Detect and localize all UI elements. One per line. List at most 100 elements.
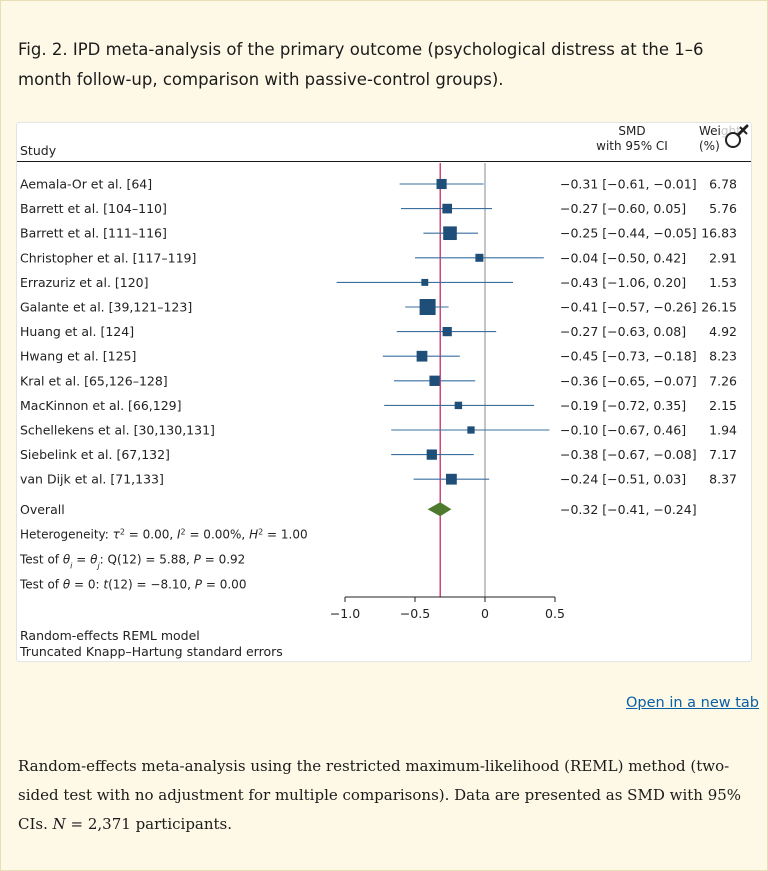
study-ci-value: −0.41 [−0.57, −0.26]: [560, 300, 697, 315]
study-ci-value: −0.25 [−0.44, −0.05]: [560, 226, 697, 241]
study-weight: 5.76: [709, 201, 737, 216]
test-equal-q: : Q(12) = 5.88,: [100, 552, 194, 566]
footnote-n-value: = 2,371 participants.: [65, 815, 233, 833]
test-equal-prefix: Test of: [19, 552, 63, 566]
study-label: Schellekens et al. [30,130,131]: [20, 423, 215, 438]
study-marker: [421, 278, 429, 286]
study-marker: [443, 226, 457, 241]
study-weight: 4.92: [709, 324, 737, 339]
model-note-1: Random-effects REML model: [20, 628, 200, 643]
study-label: Barrett et al. [111–116]: [20, 226, 167, 241]
open-in-new-tab-link[interactable]: Open in a new tab: [626, 695, 760, 711]
study-ci-value: −0.10 [−0.67, 0.46]: [560, 423, 686, 438]
study-label: Hwang et al. [125]: [20, 349, 136, 364]
study-marker: [446, 473, 457, 485]
study-weight: 7.17: [709, 447, 737, 462]
test-zero-middle: = 0:: [70, 577, 103, 591]
t-symbol: t: [103, 577, 109, 591]
test-equal-theta-j: θ: [90, 552, 98, 566]
model-note-2: Truncated Knapp–Hartung standard errors: [19, 644, 283, 659]
study-marker: [442, 326, 452, 337]
study-label: Galante et al. [39,121–123]: [20, 300, 192, 315]
figure-footnote: Random-effects meta-analysis using the r…: [18, 752, 756, 839]
test-zero-text: Test of θ = 0: t(12) = −8.10, P = 0.00: [19, 577, 246, 591]
study-ci-value: −0.45 [−0.73, −0.18]: [560, 349, 697, 364]
study-ci-value: −0.36 [−0.65, −0.07]: [560, 373, 697, 388]
study-ci-value: −0.27 [−0.63, 0.08]: [560, 324, 686, 339]
header-study: Study: [20, 143, 57, 158]
overall-label: Overall: [20, 502, 65, 517]
header-weight-line2: (%): [699, 139, 720, 153]
study-ci-value: −0.27 [−0.60, 0.05]: [560, 201, 686, 216]
study-marker: [416, 350, 428, 362]
study-label: Siebelink et al. [67,132]: [20, 447, 170, 462]
study-weight: 8.37: [709, 472, 737, 487]
study-weight: 2.15: [709, 398, 737, 413]
study-weight: 8.23: [709, 349, 737, 364]
study-label: van Dijk et al. [71,133]: [20, 472, 164, 487]
het-tau: τ: [113, 527, 121, 541]
study-ci-value: −0.19 [−0.72, 0.35]: [560, 398, 686, 413]
het-tau-sup: 2: [120, 527, 125, 536]
het-i-value: = 0.00%,: [186, 527, 249, 541]
footnote-n-symbol: N: [52, 815, 66, 833]
study-ci-value: −0.04 [−0.50, 0.42]: [560, 250, 686, 265]
overall-diamond: [427, 502, 452, 517]
test-equal-p-value: = 0.92: [201, 552, 245, 566]
study-label: MacKinnon et al. [66,129]: [20, 398, 182, 413]
header-smd-line2: with 95% CI: [596, 139, 668, 153]
study-weight: 16.83: [701, 226, 737, 241]
test-zero-p: P: [195, 577, 203, 591]
het-h-sup: 2: [258, 527, 263, 536]
study-ci-value: −0.24 [−0.51, 0.03]: [560, 472, 686, 487]
header-smd: SMD with 95% CI: [577, 124, 687, 154]
test-zero-t: (12) = −8.10,: [108, 577, 195, 591]
x-tick-label: −0.5: [400, 606, 430, 621]
figure-caption: Fig. 2. IPD meta-analysis of the primary…: [18, 40, 704, 89]
study-label: Errazuriz et al. [120]: [20, 275, 149, 290]
test-equal-eq: =: [72, 552, 90, 566]
het-h: H: [249, 527, 258, 541]
zoom-button[interactable]: [720, 123, 750, 153]
header-smd-line1: SMD: [618, 124, 646, 138]
test-zero-theta: θ: [63, 577, 71, 591]
study-marker: [426, 449, 437, 460]
study-weight: 26.15: [701, 300, 737, 315]
study-marker: [419, 299, 436, 315]
x-tick-label: 0.5: [545, 606, 565, 621]
study-weight: 7.26: [709, 373, 737, 388]
forest-plot-svg: Aemala-Or et al. [64] −0.31 [−0.61, −0.01…: [19, 163, 737, 659]
het-i: I: [177, 527, 181, 541]
het-h-value: = 1.00: [263, 527, 307, 541]
test-equal-p: P: [194, 552, 202, 566]
study-weight: 1.53: [709, 275, 737, 290]
study-weight: 1.94: [709, 423, 737, 438]
study-marker: [454, 401, 463, 410]
study-weight: 6.78: [709, 177, 737, 192]
test-zero-prefix: Test of: [19, 577, 63, 591]
study-label: Kral et al. [65,126–128]: [20, 373, 168, 388]
test-equal-theta-i: θ: [63, 552, 71, 566]
heterogeneity-text: Heterogeneity: τ2 = 0.00, I2 = 0.00%, H2…: [20, 527, 308, 542]
study-label: Barrett et al. [104–110]: [20, 201, 167, 216]
forest-plot-figure[interactable]: Study SMD with 95% CI Weight (%) Aemala-…: [16, 122, 752, 662]
study-marker: [436, 178, 447, 190]
x-tick-label: −1.0: [330, 606, 360, 621]
test-equal-sub-i: i: [70, 561, 73, 570]
x-tick-label: 0: [481, 606, 489, 621]
study-label: Christopher et al. [117–119]: [20, 250, 196, 265]
footnote-text: Random-effects meta-analysis using the r…: [18, 757, 742, 833]
study-ci-value: −0.38 [−0.67, −0.08]: [560, 447, 697, 462]
study-label: Huang et al. [124]: [20, 324, 134, 339]
magnifier-icon: [725, 124, 749, 148]
study-weight: 2.91: [709, 250, 737, 265]
study-marker: [429, 375, 440, 386]
het-tau-value: = 0.00,: [125, 527, 177, 541]
test-equal-text: Test of θi = θj: Q(12) = 5.88, P = 0.92: [19, 552, 245, 570]
study-marker: [467, 426, 475, 434]
het-prefix: Heterogeneity:: [20, 527, 113, 541]
study-marker: [475, 253, 484, 262]
study-ci-value: −0.31 [−0.61, −0.01]: [560, 177, 697, 192]
study-ci-value: −0.43 [−1.06, 0.20]: [560, 275, 686, 290]
study-marker: [442, 203, 453, 214]
